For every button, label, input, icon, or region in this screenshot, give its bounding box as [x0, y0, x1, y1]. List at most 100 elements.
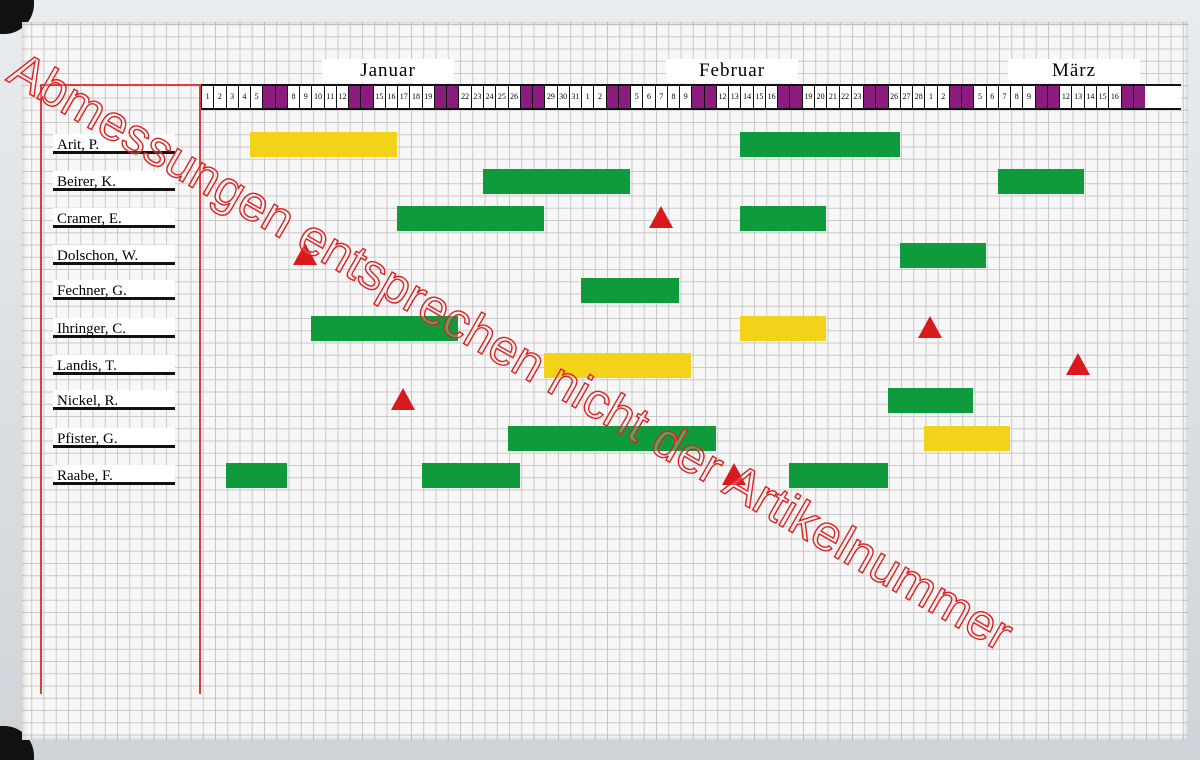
- day-cell: 17: [777, 86, 790, 108]
- day-cell: 24: [482, 86, 495, 108]
- day-cell: 1: [201, 86, 213, 108]
- magnetic-bar-green: [740, 206, 827, 231]
- magnetic-bar-green: [740, 132, 900, 157]
- magnetic-bar-green: [482, 169, 631, 194]
- planning-board: Januar Februar März 1 2 3 4 5 6 7 8 9 10 11 12 13 14 1…: [22, 22, 1188, 740]
- day-cell: 19: [801, 86, 814, 108]
- magnetic-bar-green: [887, 388, 974, 413]
- day-cell: 12: [1059, 86, 1071, 108]
- month-label-maerz: März: [1008, 59, 1140, 83]
- magnetic-bar-green: [507, 426, 716, 451]
- magnetic-bar-green: [225, 463, 287, 488]
- red-marker-line: [40, 84, 200, 86]
- magnetic-bar-green: [311, 316, 459, 341]
- day-cell: 19: [421, 86, 434, 108]
- day-cell: 6: [985, 86, 998, 108]
- day-cell: 23: [850, 86, 863, 108]
- employee-name-label: Nickel, R.: [53, 390, 175, 410]
- day-cell: 17: [1120, 86, 1133, 108]
- magnetic-bar-green: [397, 206, 545, 231]
- day-cell: 22: [838, 86, 851, 108]
- employee-name-label: Cramer, E.: [53, 208, 175, 228]
- employee-name-label: Arit, P.: [53, 134, 175, 154]
- employee-name-label: Ihringer, C.: [53, 318, 175, 338]
- triangle-marker-icon: [391, 388, 416, 410]
- day-cell: 9: [299, 86, 311, 108]
- day-cell: 1: [924, 86, 936, 108]
- employee-name-label: Fechner, G.: [53, 280, 175, 300]
- day-cell: 13: [728, 86, 740, 108]
- day-cell: 9: [1022, 86, 1034, 108]
- red-marker-line: [40, 84, 42, 694]
- triangle-marker-icon: [918, 316, 943, 338]
- day-cell: 15: [752, 86, 765, 108]
- day-cell: 12: [715, 86, 728, 108]
- magnetic-bar-yellow: [924, 426, 1011, 451]
- day-cell: 27: [899, 86, 912, 108]
- day-cell: 17: [397, 86, 409, 108]
- day-cell: 22: [458, 86, 470, 108]
- day-cell: 10: [311, 86, 323, 108]
- day-cell: 16: [764, 86, 777, 108]
- day-cell: 16: [384, 86, 397, 108]
- magnetic-bar-green: [789, 463, 888, 488]
- day-cell: 3: [225, 86, 238, 108]
- magnetic-bar-green: [899, 243, 986, 268]
- day-cell: 10: [691, 86, 704, 108]
- day-cell: 25: [495, 86, 507, 108]
- day-cell: 25: [875, 86, 888, 108]
- day-cell: 12: [335, 86, 348, 108]
- day-cell: 11: [703, 86, 716, 108]
- magnetic-bar-yellow: [544, 353, 692, 378]
- day-cell: 13: [1071, 86, 1083, 108]
- employee-name-label: Dolschon, W.: [53, 245, 175, 265]
- day-cell: 4: [961, 86, 974, 108]
- employee-name-label: Raabe, F.: [53, 465, 175, 485]
- day-cell: 28: [912, 86, 924, 108]
- day-cell: 30: [556, 86, 569, 108]
- day-cell: 16: [1108, 86, 1120, 108]
- triangle-marker-icon: [293, 243, 318, 265]
- day-cell: 8: [666, 86, 679, 108]
- month-label-januar: Januar: [322, 59, 454, 83]
- day-cell: 15: [1095, 86, 1108, 108]
- red-marker-line: [199, 84, 201, 694]
- day-cell: 14: [360, 86, 373, 108]
- day-cell: 5: [250, 86, 262, 108]
- magnetic-bar-yellow: [250, 132, 398, 157]
- day-cell: 6: [642, 86, 654, 108]
- day-cell: 11: [323, 86, 336, 108]
- magnetic-bar-green: [421, 463, 520, 488]
- day-cell: 4: [237, 86, 250, 108]
- day-cell: 18: [409, 86, 421, 108]
- day-cell: 8: [1010, 86, 1022, 108]
- magnetic-bar-yellow: [740, 316, 827, 341]
- magnetic-bar-green: [997, 169, 1084, 194]
- day-cell: 24: [863, 86, 876, 108]
- day-cell: 3: [605, 86, 618, 108]
- day-cell: 14: [740, 86, 752, 108]
- day-cell: 10: [1034, 86, 1047, 108]
- day-cell: 15: [372, 86, 385, 108]
- day-cell: 9: [679, 86, 691, 108]
- day-cell: 13: [348, 86, 361, 108]
- month-label-februar: Februar: [666, 59, 798, 83]
- day-cell: 2: [213, 86, 225, 108]
- day-cell: 5: [630, 86, 642, 108]
- day-cell: 26: [507, 86, 520, 108]
- day-cell: 7: [274, 86, 287, 108]
- day-cell: 1: [581, 86, 593, 108]
- employee-name-label: Beirer, K.: [53, 171, 175, 191]
- day-cell: 6: [262, 86, 275, 108]
- day-cell: 18: [1132, 86, 1145, 108]
- day-cell: 14: [1083, 86, 1096, 108]
- day-cell: 8: [286, 86, 299, 108]
- day-cell: 5: [973, 86, 985, 108]
- day-header-strip: 1 2 3 4 5 6 7 8 9 10 11 12 13 14 15 16 17 18 19 20 21 22 23 24 2…: [201, 84, 1181, 110]
- day-cell: 2: [936, 86, 949, 108]
- day-cell: 27: [519, 86, 532, 108]
- day-cell: 18: [789, 86, 802, 108]
- triangle-marker-icon: [1065, 353, 1090, 375]
- day-cell: 3: [948, 86, 962, 108]
